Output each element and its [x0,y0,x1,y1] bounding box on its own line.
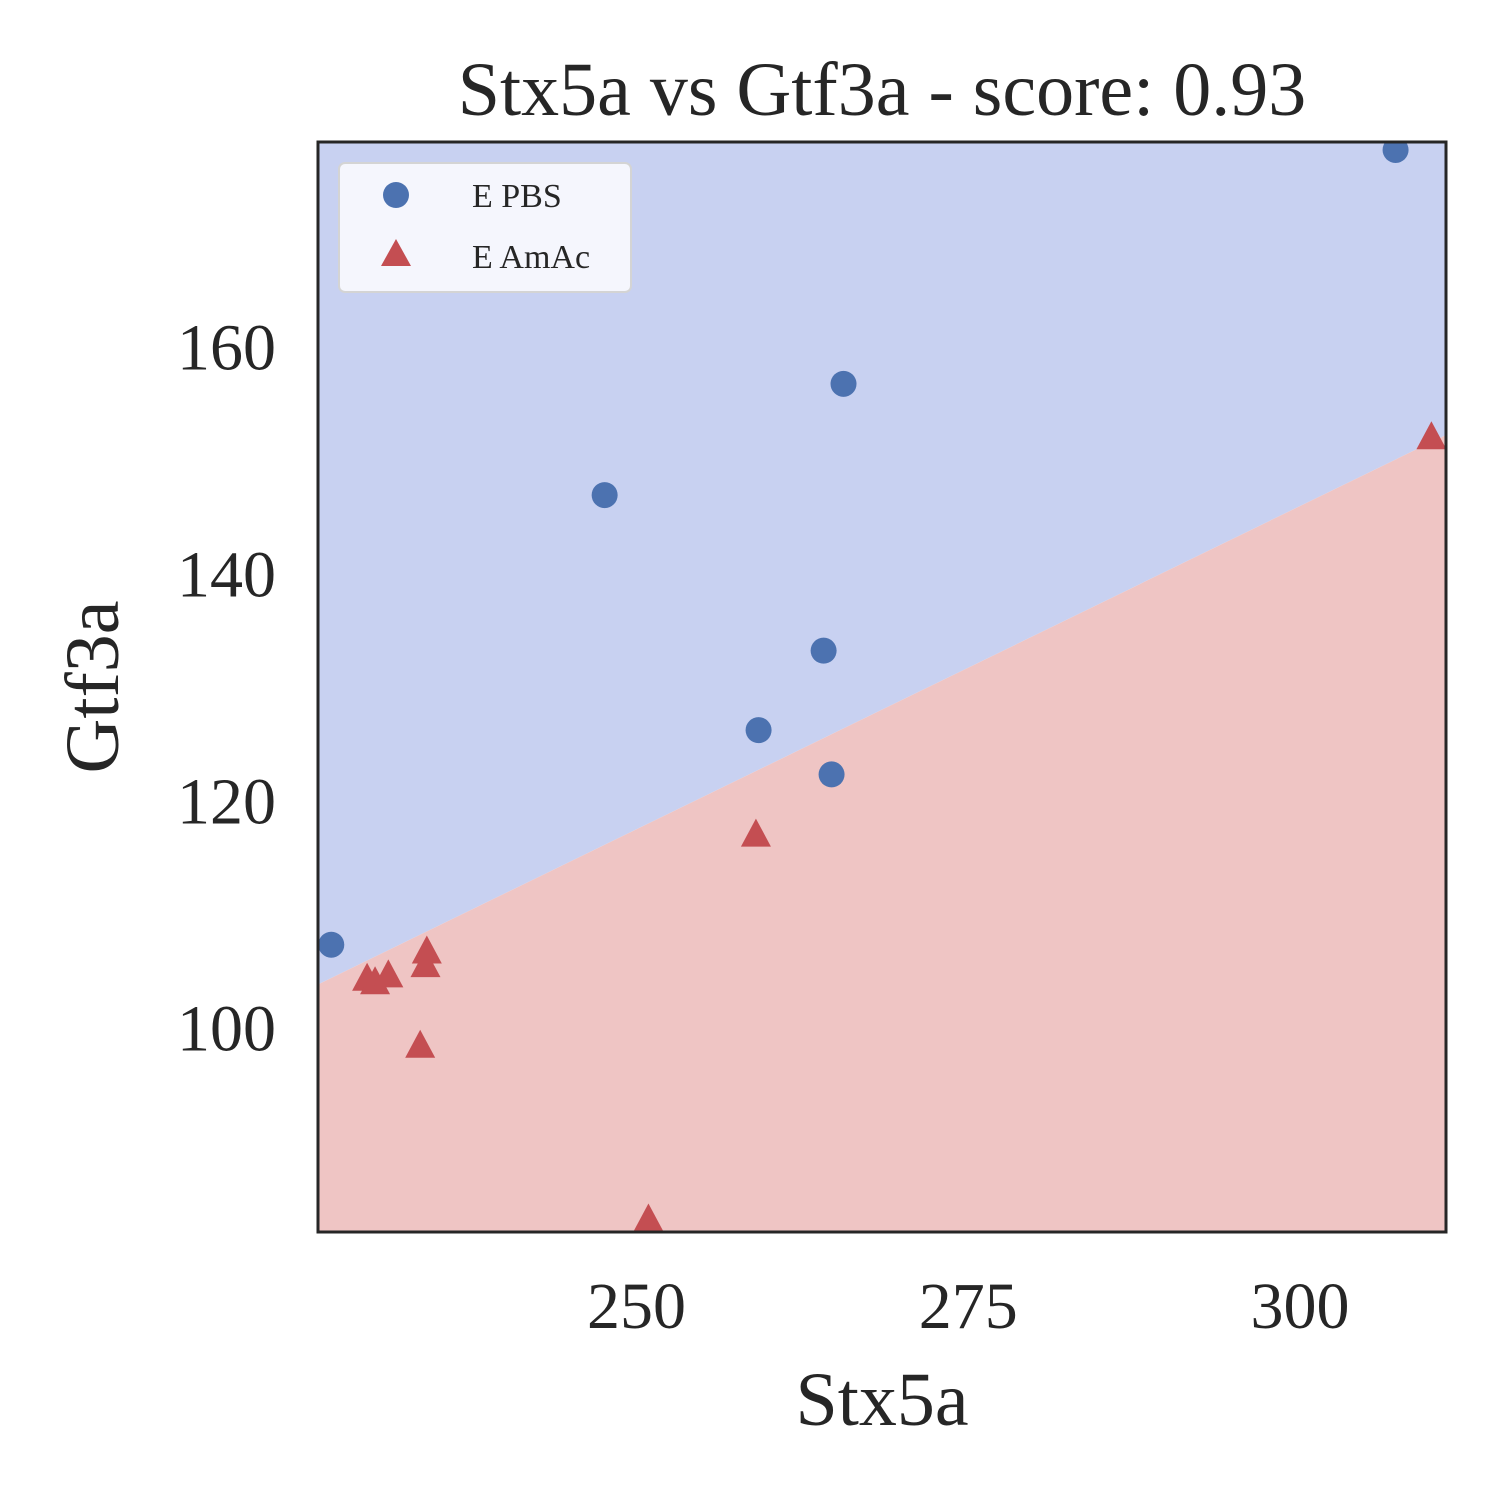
y-tick-label: 160 [177,311,276,384]
legend-marker-e-amac [381,239,411,266]
data-point [411,935,442,964]
legend-marker-e-pbs [383,182,409,208]
chart-title: Stx5a vs Gtf3a - score: 0.93 [458,48,1307,132]
data-point [373,959,404,988]
series-e-amac [352,421,1446,1232]
legend-box [338,162,632,293]
data-point [318,931,345,958]
data-point [405,1029,436,1058]
data-point [1382,142,1409,163]
data-point [740,818,771,847]
data-point [830,370,857,397]
plot-frame [316,140,1448,1234]
data-point [633,1203,664,1232]
x-tick-labels: 250 275 300 [587,1270,1350,1343]
data-point [745,717,772,744]
data-point [810,637,837,664]
y-tick-label: 100 [177,993,276,1066]
data-points [318,142,1446,1232]
series-e-pbs [318,142,1409,958]
legend-label-e-pbs: E PBS [472,178,562,215]
x-tick-label: 250 [587,1270,686,1343]
x-axis-label: Stx5a [795,1358,968,1442]
y-tick-label: 120 [177,766,276,839]
plot-area [318,142,1446,1232]
region-e-pbs [318,142,1446,985]
data-point [591,482,618,509]
x-tick-label: 275 [919,1270,1018,1343]
legend-label-e-amac: E AmAc [472,239,590,276]
legend: E PBS E AmAc [338,162,632,293]
y-tick-label: 140 [177,538,276,611]
y-axis-label: Gtf3a [51,600,135,773]
data-point [1416,421,1446,450]
y-tick-labels: 100 120 140 160 [177,311,276,1065]
region-e-amac [318,434,1446,1232]
data-point [818,761,845,788]
x-tick-label: 300 [1251,1270,1350,1343]
